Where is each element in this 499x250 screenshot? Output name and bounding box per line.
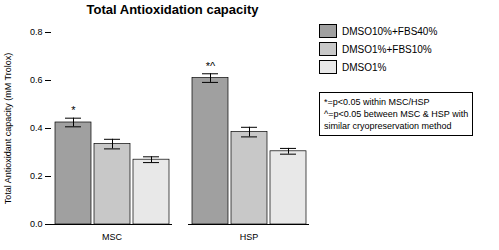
html-text:DMSO1%: DMSO1% [342,61,387,73]
svg-text:0.8: 0.8 [30,27,43,37]
html-text:^=p<0.05 between MSC & HSP wit: ^=p<0.05 between MSC & HSP with [324,109,469,119]
svg-text:0.0: 0.0 [30,219,43,229]
html-text:similar cryopreservation metho: similar cryopreservation method [324,121,452,131]
svg-text:*^: *^ [206,60,216,72]
html-text:DMSO10%+FBS40%: DMSO10%+FBS40% [342,25,438,37]
svg-text:0.4: 0.4 [30,123,43,133]
svg-text:0.6: 0.6 [30,75,43,85]
html-text:Total Antioxidation capacity: Total Antioxidation capacity [86,2,259,17]
svg-text:HSP: HSP [240,232,259,242]
svg-text:*: * [71,104,76,116]
svg-text:MSC: MSC [102,232,123,242]
svg-text:0.2: 0.2 [30,171,43,181]
html-text:*=p<0.05 within MSC/HSP: *=p<0.05 within MSC/HSP [324,97,430,107]
html-text:DMSO1%+FBS10%: DMSO1%+FBS10% [342,43,432,55]
svg-text:Total Antioxidant capacity (mM: Total Antioxidant capacity (mM Trolox) [3,53,13,205]
